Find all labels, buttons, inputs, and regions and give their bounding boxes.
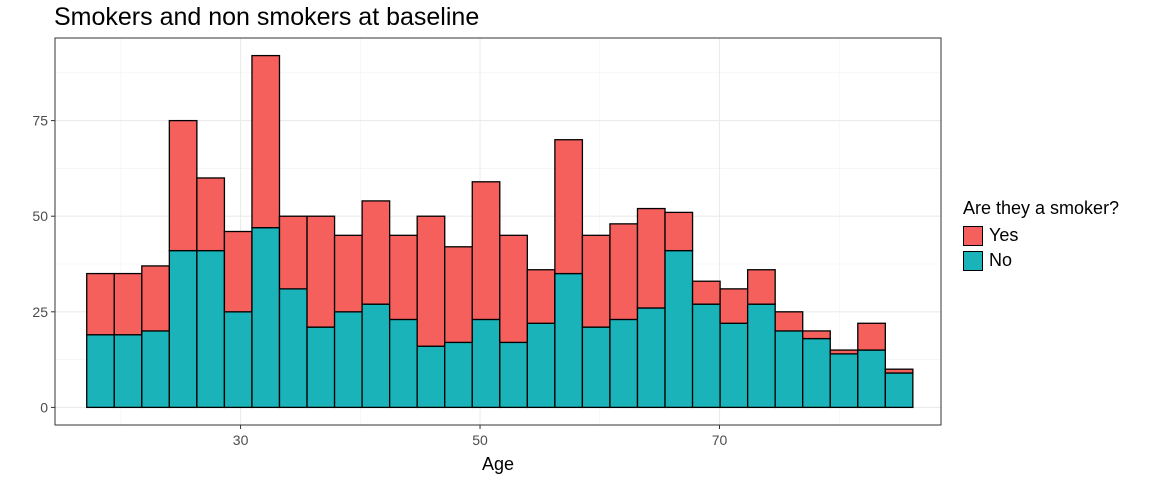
bar-no [829,353,859,409]
bar-no [857,349,886,409]
bar-no [499,341,528,409]
bar-yes [802,330,831,340]
bar-no [388,318,418,409]
bar-no [444,341,473,409]
y-axis: 0 25 50 75 [32,113,55,415]
bar-no [664,249,694,409]
bar-yes [251,54,281,229]
bar-no [802,337,831,409]
x-tick-label: 70 [712,432,728,448]
bar-no [581,326,611,409]
legend-key-no [963,250,983,271]
bar-no [719,322,749,409]
bar-no [113,334,143,409]
x-axis-label: Age [482,454,514,474]
panel-border [54,37,942,426]
bar-yes [361,200,391,305]
x-tick-label: 30 [233,432,249,448]
bar-yes [774,311,804,332]
bar-yes [223,230,253,313]
bar-yes [471,181,501,321]
bar-no [774,330,804,409]
legend-label-no: No [989,250,1013,270]
bar-no [196,249,226,409]
bar-yes [884,368,914,374]
bar-no [691,303,721,409]
bar-no [223,311,253,409]
bar-yes [691,280,721,305]
bar-yes [746,269,776,305]
x-axis: 30 50 70 [233,425,728,448]
bar-yes [113,272,143,336]
legend-key-yes [963,225,983,246]
bar-no [168,249,198,409]
bar-no [361,303,391,409]
bar-yes [664,211,694,252]
y-tick-label: 0 [40,399,48,415]
bar-yes [416,215,446,347]
bars [86,54,914,409]
legend-item-no: No [963,249,1119,272]
bar-yes [857,322,886,351]
bar-no [141,330,170,409]
bar-no [471,318,501,409]
bar-yes [526,269,556,324]
bar-yes [168,119,198,252]
legend: Are they a smoker? Yes No [963,198,1119,272]
bar-no [86,334,115,409]
y-tick-label: 25 [32,304,48,320]
chart-title: Smokers and non smokers at baseline [54,3,480,31]
legend-title: Are they a smoker? [963,198,1120,218]
bar-no [251,227,281,409]
bar-yes [141,265,170,332]
bar-no [416,345,446,409]
bar-no [746,303,776,409]
bar-yes [278,215,308,290]
y-tick-label: 75 [32,113,48,129]
bar-yes [499,234,528,344]
bar-no [554,272,584,409]
bar-yes [636,207,666,309]
bar-yes [554,139,584,275]
bar-no [636,307,666,409]
bar-no [278,288,308,409]
bar-yes [609,223,639,321]
bar-yes [581,234,611,328]
bar-no [306,326,336,409]
y-tick-label: 50 [32,208,48,224]
bar-no [609,318,639,409]
bar-yes [86,272,115,336]
bar-no [884,372,914,409]
bar-yes [196,177,226,252]
x-tick-label: 50 [472,432,488,448]
bar-no [333,311,363,409]
bar-yes [333,234,363,313]
legend-label-yes: Yes [989,225,1019,245]
bar-yes [719,288,749,324]
bar-yes [444,246,473,344]
bar-yes [388,234,418,321]
legend-item-yes: Yes [963,224,1119,247]
bar-yes [306,215,336,328]
bar-no [526,322,556,409]
bar-yes [829,349,859,355]
